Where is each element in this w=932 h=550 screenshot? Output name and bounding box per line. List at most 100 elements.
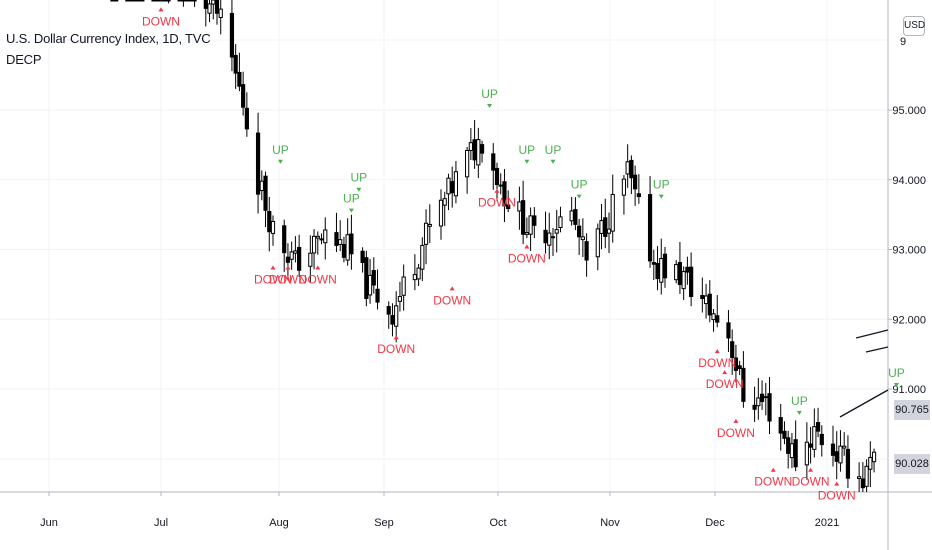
signal-down-label: DOWN	[698, 356, 736, 370]
candle-body-up	[315, 235, 320, 239]
candle-body-up	[158, 0, 164, 2]
low-price-tag: 90.028	[894, 454, 930, 474]
signal-up-marker	[487, 104, 493, 108]
candle-body-up	[338, 239, 343, 245]
candle-body-down	[472, 139, 477, 161]
candle-body-down	[450, 181, 455, 194]
candle-body-down	[241, 84, 246, 108]
candle-body-down	[815, 422, 821, 432]
candle-body-up	[468, 142, 473, 151]
signal-up-label: UP	[888, 366, 905, 380]
candle-body-up	[659, 258, 664, 283]
candle-body-up	[427, 223, 432, 227]
candle-body-up	[442, 198, 447, 206]
signal-up-marker	[356, 187, 362, 192]
candle-body-down	[166, 0, 171, 2]
signal-up-label: UP	[351, 171, 368, 185]
candle-body-down	[584, 241, 589, 261]
signal-down-marker	[270, 265, 276, 270]
candle-body-down	[677, 262, 683, 285]
candle-body-down	[782, 430, 787, 439]
candle-body-down	[360, 250, 365, 264]
candle-body-down	[181, 0, 186, 2]
candle-body-up	[345, 234, 350, 261]
candle-body-down	[763, 396, 768, 399]
signal-up-marker	[796, 410, 802, 415]
candle-body-down	[334, 232, 339, 246]
candle-body-down	[629, 159, 634, 179]
candle-body-down	[752, 404, 757, 410]
time-axis-label: Oct	[489, 517, 506, 529]
candle-body-up	[554, 229, 559, 234]
candle-body-down	[759, 393, 765, 403]
candle-body-up	[756, 397, 761, 407]
candle-body-up	[812, 426, 817, 450]
candle-body-down	[371, 270, 376, 286]
signal-up-label: UP	[519, 143, 536, 157]
signal-up-label: UP	[481, 87, 498, 101]
signal-down-marker	[524, 244, 530, 249]
candle-body-down	[132, 0, 137, 2]
signal-down-label: DOWN	[717, 426, 755, 440]
candle-body-down	[502, 181, 507, 207]
candle-body-down	[830, 443, 836, 456]
signal-down-marker	[722, 370, 728, 375]
symbol-title[interactable]: U.S. Dollar Currency Index, 1D, TVC	[6, 31, 211, 46]
currency-badge[interactable]: USD	[903, 16, 925, 36]
signal-down-marker	[393, 335, 399, 340]
candle-body-down	[267, 210, 272, 233]
candle-body-up	[610, 193, 615, 232]
candle-body-up	[558, 216, 563, 228]
candle-body-down	[155, 0, 160, 2]
candle-body-up	[838, 445, 843, 464]
candle-body-up	[524, 232, 529, 235]
candle-body-down	[730, 341, 735, 359]
candle-body-down	[532, 215, 537, 226]
candle-body-up	[517, 201, 522, 212]
candle-body-up	[625, 161, 630, 175]
candle-body-up	[188, 0, 193, 2]
candle-body-down	[386, 306, 391, 315]
candle-body-down	[715, 315, 720, 323]
candle-body-down	[263, 175, 268, 211]
candle-body-down	[636, 193, 641, 198]
candle-body-up	[868, 456, 873, 470]
candle-body-up	[259, 180, 264, 192]
candle-body-down	[136, 0, 141, 2]
signal-down-marker	[449, 286, 455, 291]
price-axis-label: 91.000	[892, 384, 926, 396]
candle-body-up	[804, 441, 809, 466]
candle-body-down	[819, 433, 824, 446]
signal-down-label: DOWN	[706, 377, 744, 391]
candle-body-down	[506, 204, 511, 210]
candle-body-down	[689, 266, 694, 297]
candle-body-up	[453, 171, 459, 197]
candle-body-down	[793, 439, 798, 468]
candle-body-down	[390, 315, 395, 325]
signal-up-label: UP	[571, 178, 588, 192]
candle-body-down	[349, 233, 354, 255]
signal-down-label: DOWN	[478, 196, 516, 210]
candle-body-up	[211, 0, 216, 5]
candle-body-up	[323, 229, 328, 244]
candle-body-up	[599, 220, 604, 234]
candle-body-up	[401, 276, 406, 296]
candle-body-up	[218, 8, 223, 18]
candle-body-up	[438, 199, 444, 227]
candle-body-up	[842, 445, 847, 449]
candle-body-up	[125, 0, 130, 2]
candle-body-down	[319, 238, 324, 241]
candle-body-up	[270, 220, 276, 234]
candle-body-up	[412, 274, 417, 281]
candle-body-up	[681, 271, 686, 290]
candle-body-up	[110, 0, 115, 2]
candle-body-up	[871, 451, 877, 463]
candle-body-down	[573, 209, 578, 225]
candle-body-up	[420, 244, 425, 270]
indicator-name[interactable]: DECP	[6, 52, 42, 67]
candle-body-up	[151, 0, 156, 2]
candle-body-up	[185, 0, 190, 2]
candle-body-up	[580, 236, 585, 241]
